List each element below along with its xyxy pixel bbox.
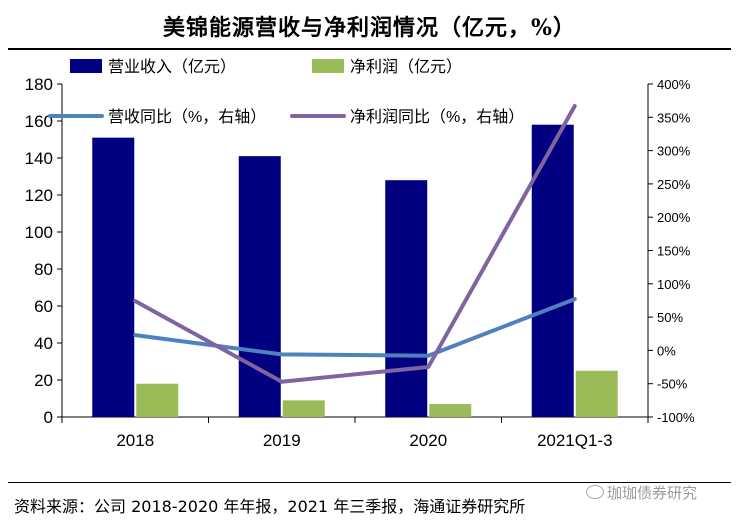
left-tick-label: 20 [34, 371, 53, 390]
x-tick-label: 2019 [263, 431, 301, 450]
left-tick-label: 60 [34, 297, 53, 316]
source-divider [8, 482, 731, 483]
right-tick-label: 400% [657, 77, 691, 92]
net-profit-yoy-line [133, 103, 577, 384]
net-profit-bar [282, 400, 325, 417]
left-tick-label: 120 [25, 186, 53, 205]
legend-label: 营收同比（%，右轴） [108, 108, 266, 126]
right-tick-label: 50% [657, 310, 683, 325]
left-tick-label: 100 [25, 223, 53, 242]
left-tick-label: 0 [44, 408, 53, 427]
right-tick-label: -100% [657, 410, 695, 425]
chart-title: 美锦能源营收与净利润情况（亿元，%） [163, 15, 576, 41]
right-tick-label: 250% [657, 177, 691, 192]
right-tick-label: 100% [657, 277, 691, 292]
legend-label: 净利润同比（%，右轴） [350, 108, 524, 126]
legend-label: 营业收入（亿元） [108, 58, 236, 76]
net-profit-bar [575, 370, 618, 417]
net-profit-bar [136, 383, 179, 417]
legend-swatch [312, 59, 344, 73]
right-tick-label: 200% [657, 210, 691, 225]
revenue-bar [92, 137, 135, 417]
left-tick-label: 80 [34, 260, 53, 279]
left-tick-label: 140 [25, 149, 53, 168]
right-tick-label: 0% [657, 343, 676, 358]
revenue-yoy-line [133, 297, 577, 358]
title-divider [8, 48, 731, 50]
source-note: 资料来源：公司 2018-2020 年年报，2021 年三季报，海通证券研究所 [14, 497, 526, 516]
watermark-text: 珈珈债券研究 [607, 484, 698, 502]
chart: 0 20 40 60 80 100 120 140 160 180 -100% -50% 0% 50% 10… [25, 58, 695, 450]
revenue-bar [385, 180, 428, 417]
left-tick-label: 180 [25, 75, 53, 94]
revenue-bar [238, 156, 281, 417]
x-tick-label: 2018 [116, 431, 154, 450]
right-tick-label: 350% [657, 110, 691, 125]
legend-swatch [70, 59, 102, 73]
watermark: 珈珈债券研究 [586, 482, 697, 503]
x-tick-label: 2021Q1-3 [537, 431, 613, 450]
left-tick-label: 40 [34, 334, 53, 353]
right-tick-label: 300% [657, 144, 691, 159]
net-profit-bar [429, 404, 472, 417]
x-tick-label: 2020 [409, 431, 447, 450]
right-tick-label: -50% [657, 377, 688, 392]
left-tick-label: 160 [25, 112, 53, 131]
wechat-icon [586, 485, 604, 499]
legend-label: 净利润（亿元） [350, 58, 462, 76]
right-tick-label: 150% [657, 244, 691, 259]
